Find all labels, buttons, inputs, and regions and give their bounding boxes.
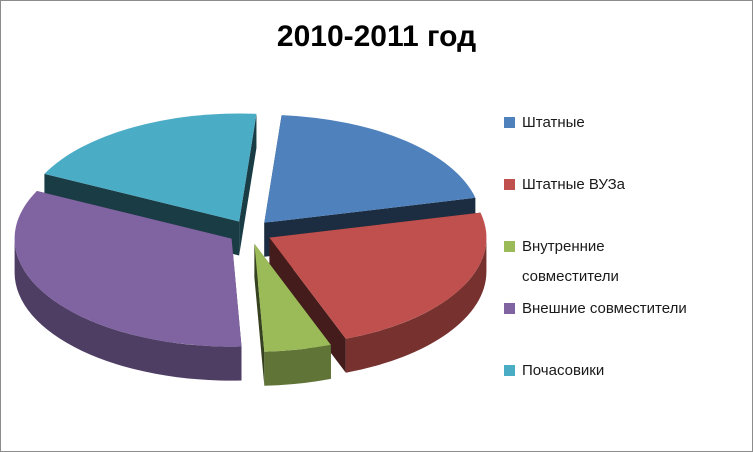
pie-slice-top: [254, 243, 331, 352]
legend-label: Почасовики: [522, 362, 605, 379]
pie-slice-2: [269, 212, 487, 373]
legend-swatch-vneshnie: [504, 303, 515, 314]
pie-slice-top: [264, 115, 476, 223]
legend-label: Внутренние совместители: [522, 238, 619, 285]
legend-swatch-vnutrennie: [504, 241, 515, 252]
pie-slice-top: [269, 212, 487, 339]
pie-slice-4: [14, 190, 242, 381]
legend-swatch-shtatnye-vuza: [504, 179, 515, 190]
pie-slice-wall: [345, 237, 487, 373]
pie-slice-cut-face: [239, 113, 257, 256]
legend-swatch-pochasoviki: [504, 365, 515, 376]
legend-label: Штатные ВУЗа: [522, 176, 626, 193]
chart-title: 2010-2011 год: [276, 20, 477, 53]
pie-slice-wall: [14, 238, 242, 381]
pie-slice-cut-face: [269, 237, 346, 373]
pie-slice-wall: [264, 344, 331, 386]
legend-label: Внешние совместители: [522, 300, 687, 317]
legend-swatch-shtatnye: [504, 117, 515, 128]
pie-slice-3: [254, 243, 331, 386]
pie-slice-top: [14, 190, 242, 347]
legend-label: Штатные: [522, 114, 585, 131]
pie-slice-top: [44, 113, 257, 222]
